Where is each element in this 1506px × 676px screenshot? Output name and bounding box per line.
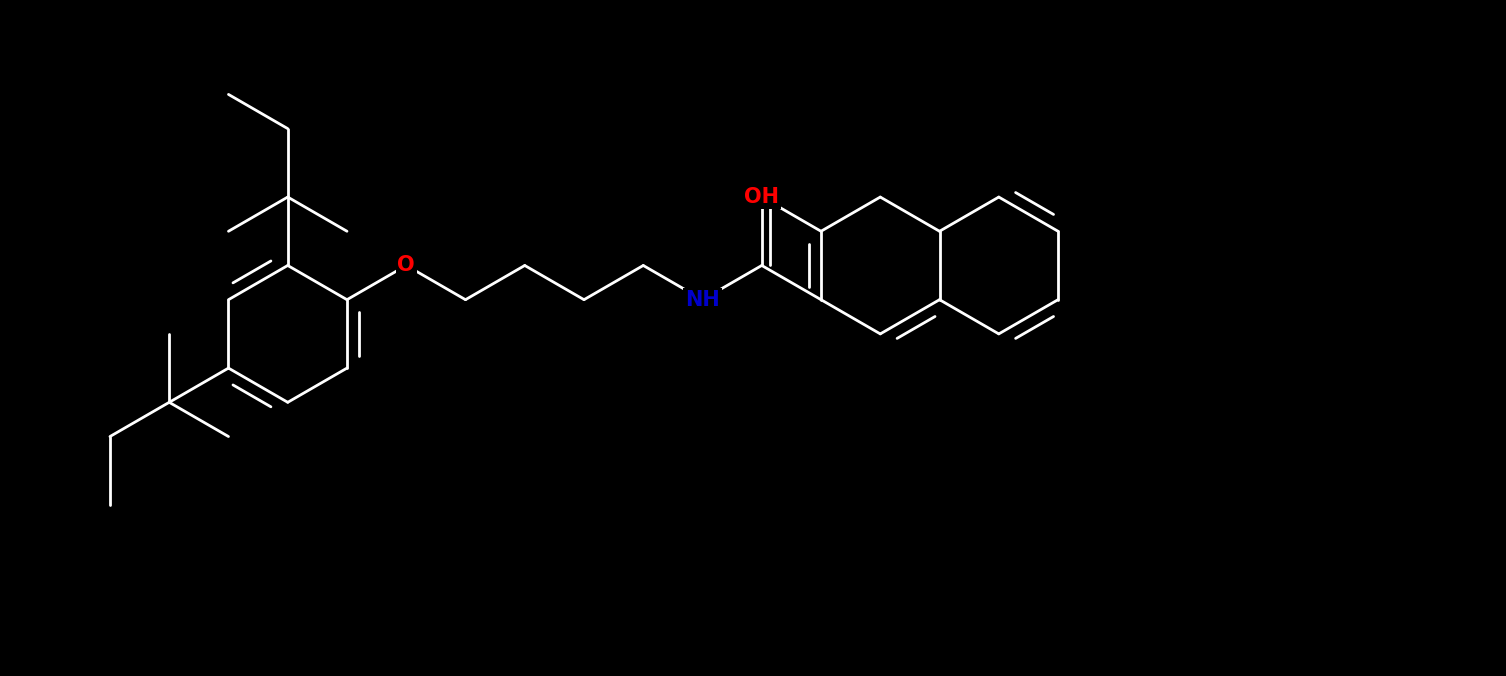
Text: O: O [753,187,771,207]
Text: O: O [398,256,416,276]
Text: NH: NH [685,290,720,310]
Text: OH: OH [744,187,779,207]
